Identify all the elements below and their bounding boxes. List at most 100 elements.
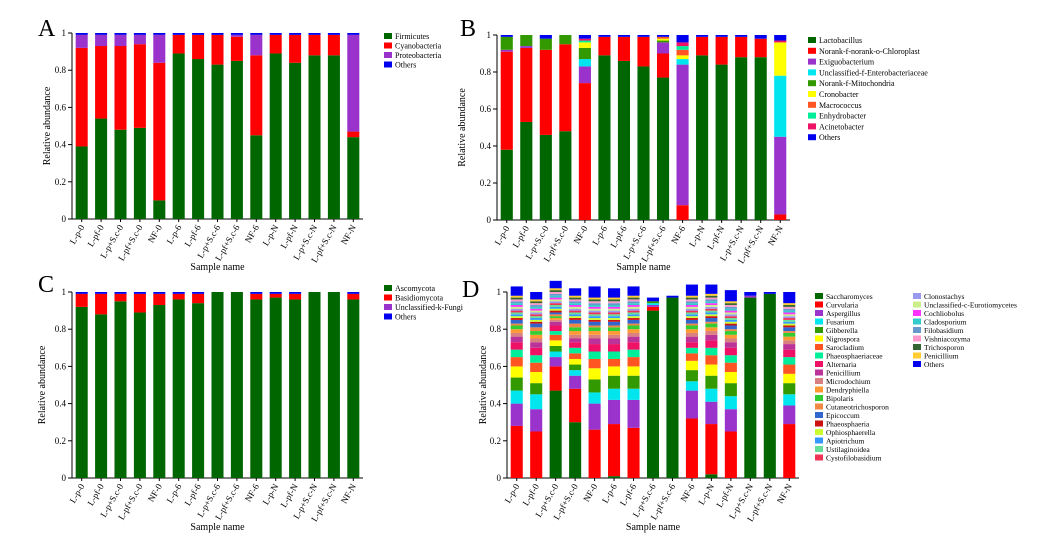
bar-segment — [783, 332, 796, 337]
bar-segment — [172, 34, 185, 54]
y-axis-label: Relative abundance — [37, 345, 48, 424]
bar-segment — [588, 297, 601, 300]
legend-label: Cronobacter — [819, 90, 859, 99]
bar-segment — [754, 57, 767, 221]
x-tick-label: L-p-6 — [590, 224, 609, 247]
legend-swatch — [913, 310, 921, 316]
bar-segment — [211, 64, 224, 220]
y-tick-label: 0.6 — [490, 361, 502, 371]
legend-label: Cladosporium — [924, 318, 967, 327]
bar-segment — [608, 375, 621, 389]
bar-segment — [520, 46, 533, 48]
bar-segment — [656, 42, 670, 54]
bar-segment — [588, 305, 601, 307]
bar-segment — [530, 362, 543, 372]
bar-segment — [608, 299, 621, 302]
bar-segment — [588, 358, 601, 369]
legend-label: Dendryphiella — [826, 386, 870, 395]
bar-segment — [735, 35, 748, 37]
bar-segment — [705, 340, 718, 348]
legend-swatch — [913, 301, 921, 308]
legend-label: Others — [395, 313, 416, 322]
bar-segment — [763, 293, 776, 478]
bar-segment — [724, 342, 737, 348]
bar-segment — [549, 293, 562, 296]
bar-segment — [510, 377, 523, 391]
bar-segment — [510, 336, 523, 343]
x-tick-label: L-pf-0 — [521, 482, 542, 508]
bar-segment — [569, 303, 582, 306]
bar-segment — [578, 66, 591, 84]
bar-segment — [520, 47, 533, 122]
bar-segment — [715, 64, 728, 220]
bar-segment — [133, 292, 146, 294]
bar-segment — [627, 349, 640, 358]
bar-segment — [289, 292, 302, 294]
bar-segment — [520, 35, 533, 47]
bar-segment — [269, 297, 282, 478]
x-tick-label: L-pf-0 — [511, 224, 532, 250]
bar-segment — [588, 327, 601, 332]
bar-segment — [153, 200, 166, 219]
bar-segment — [783, 323, 796, 326]
bar-segment — [608, 316, 621, 319]
bar-segment — [627, 312, 640, 315]
bar-segment — [549, 325, 562, 332]
bar-segment — [569, 334, 582, 339]
legend-label: Filobasidium — [924, 326, 964, 335]
bar-segment — [289, 293, 302, 300]
bar-segment — [608, 321, 621, 326]
legend-swatch — [913, 361, 921, 367]
legend-swatch — [815, 437, 823, 444]
y-tick-label: 0.4 — [55, 399, 67, 409]
bar-segment — [510, 316, 523, 319]
bar-segment — [172, 292, 185, 294]
x-tick-label: L-pf-6 — [182, 482, 203, 508]
bar-segment — [705, 301, 718, 304]
bar-segment — [608, 424, 621, 477]
bar-segment — [588, 319, 601, 322]
bar-segment — [549, 295, 562, 298]
bar-segment — [724, 316, 737, 319]
bar-segment — [627, 366, 640, 376]
x-tick-label: NF-N — [775, 482, 794, 506]
bar-segment — [549, 306, 562, 309]
bar-segment — [724, 314, 737, 317]
bar-segment — [705, 293, 718, 296]
bar-segment — [569, 323, 582, 328]
y-tick-label: 1 — [497, 287, 502, 297]
bar-segment — [569, 305, 582, 307]
bar-segment — [696, 55, 709, 220]
bar-segment — [192, 303, 205, 478]
bar-segment — [530, 323, 543, 328]
bar-segment — [735, 36, 748, 58]
bar-segment — [696, 36, 709, 56]
legend-swatch — [384, 33, 392, 39]
legend-swatch — [808, 37, 816, 43]
bar-segment — [500, 49, 513, 52]
bar-segment — [530, 342, 543, 348]
bar-segment — [705, 318, 718, 322]
bar-segment — [608, 301, 621, 304]
x-tick-label: L-pf-6 — [182, 223, 203, 249]
bar-segment — [627, 323, 640, 326]
legend-swatch — [808, 123, 816, 130]
y-tick-label: 1 — [62, 28, 67, 38]
x-tick-label: L-p-0 — [493, 224, 512, 247]
bar-segment — [530, 383, 543, 395]
bar-segment — [549, 321, 562, 326]
y-tick-label: 0.8 — [490, 324, 502, 334]
bar-segment — [510, 312, 523, 315]
y-tick-label: 0.8 — [55, 324, 67, 334]
bar-segment — [114, 293, 127, 302]
bar-segment — [705, 474, 718, 478]
bar-segment — [308, 292, 321, 478]
legend-swatch — [384, 52, 392, 58]
legend-swatch — [384, 61, 392, 68]
bar-segment — [578, 35, 591, 39]
bar-segment — [549, 299, 562, 302]
bar-segment — [783, 373, 796, 384]
bar-segment — [724, 312, 737, 315]
bar-segment — [705, 321, 718, 324]
bar-segment — [549, 280, 562, 289]
